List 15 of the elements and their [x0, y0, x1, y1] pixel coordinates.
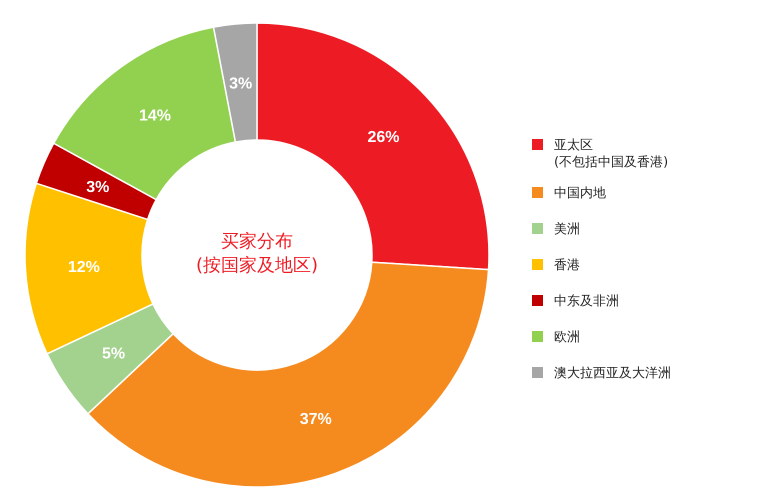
data-label: 14%: [139, 108, 172, 125]
data-label: 3%: [229, 75, 252, 92]
legend-label: 中国内地: [554, 186, 606, 201]
data-label: 26%: [367, 129, 400, 146]
data-label: 5%: [102, 346, 126, 363]
legend-label: 澳大拉西亚及大洋洲: [554, 366, 671, 381]
data-label: 3%: [86, 179, 110, 196]
text: 买家分布 (按国家及地区): [196, 231, 318, 276]
legend-label: 美洲: [554, 221, 580, 237]
legend-label: 中东及非洲: [554, 294, 619, 309]
data-label: 37%: [300, 411, 332, 428]
legend-label: 香港: [554, 258, 580, 273]
legend-label: 欧洲: [554, 330, 580, 345]
data-label: 12%: [68, 258, 100, 276]
legend-label: 亚太区 (不包括中国及香港): [554, 138, 668, 170]
